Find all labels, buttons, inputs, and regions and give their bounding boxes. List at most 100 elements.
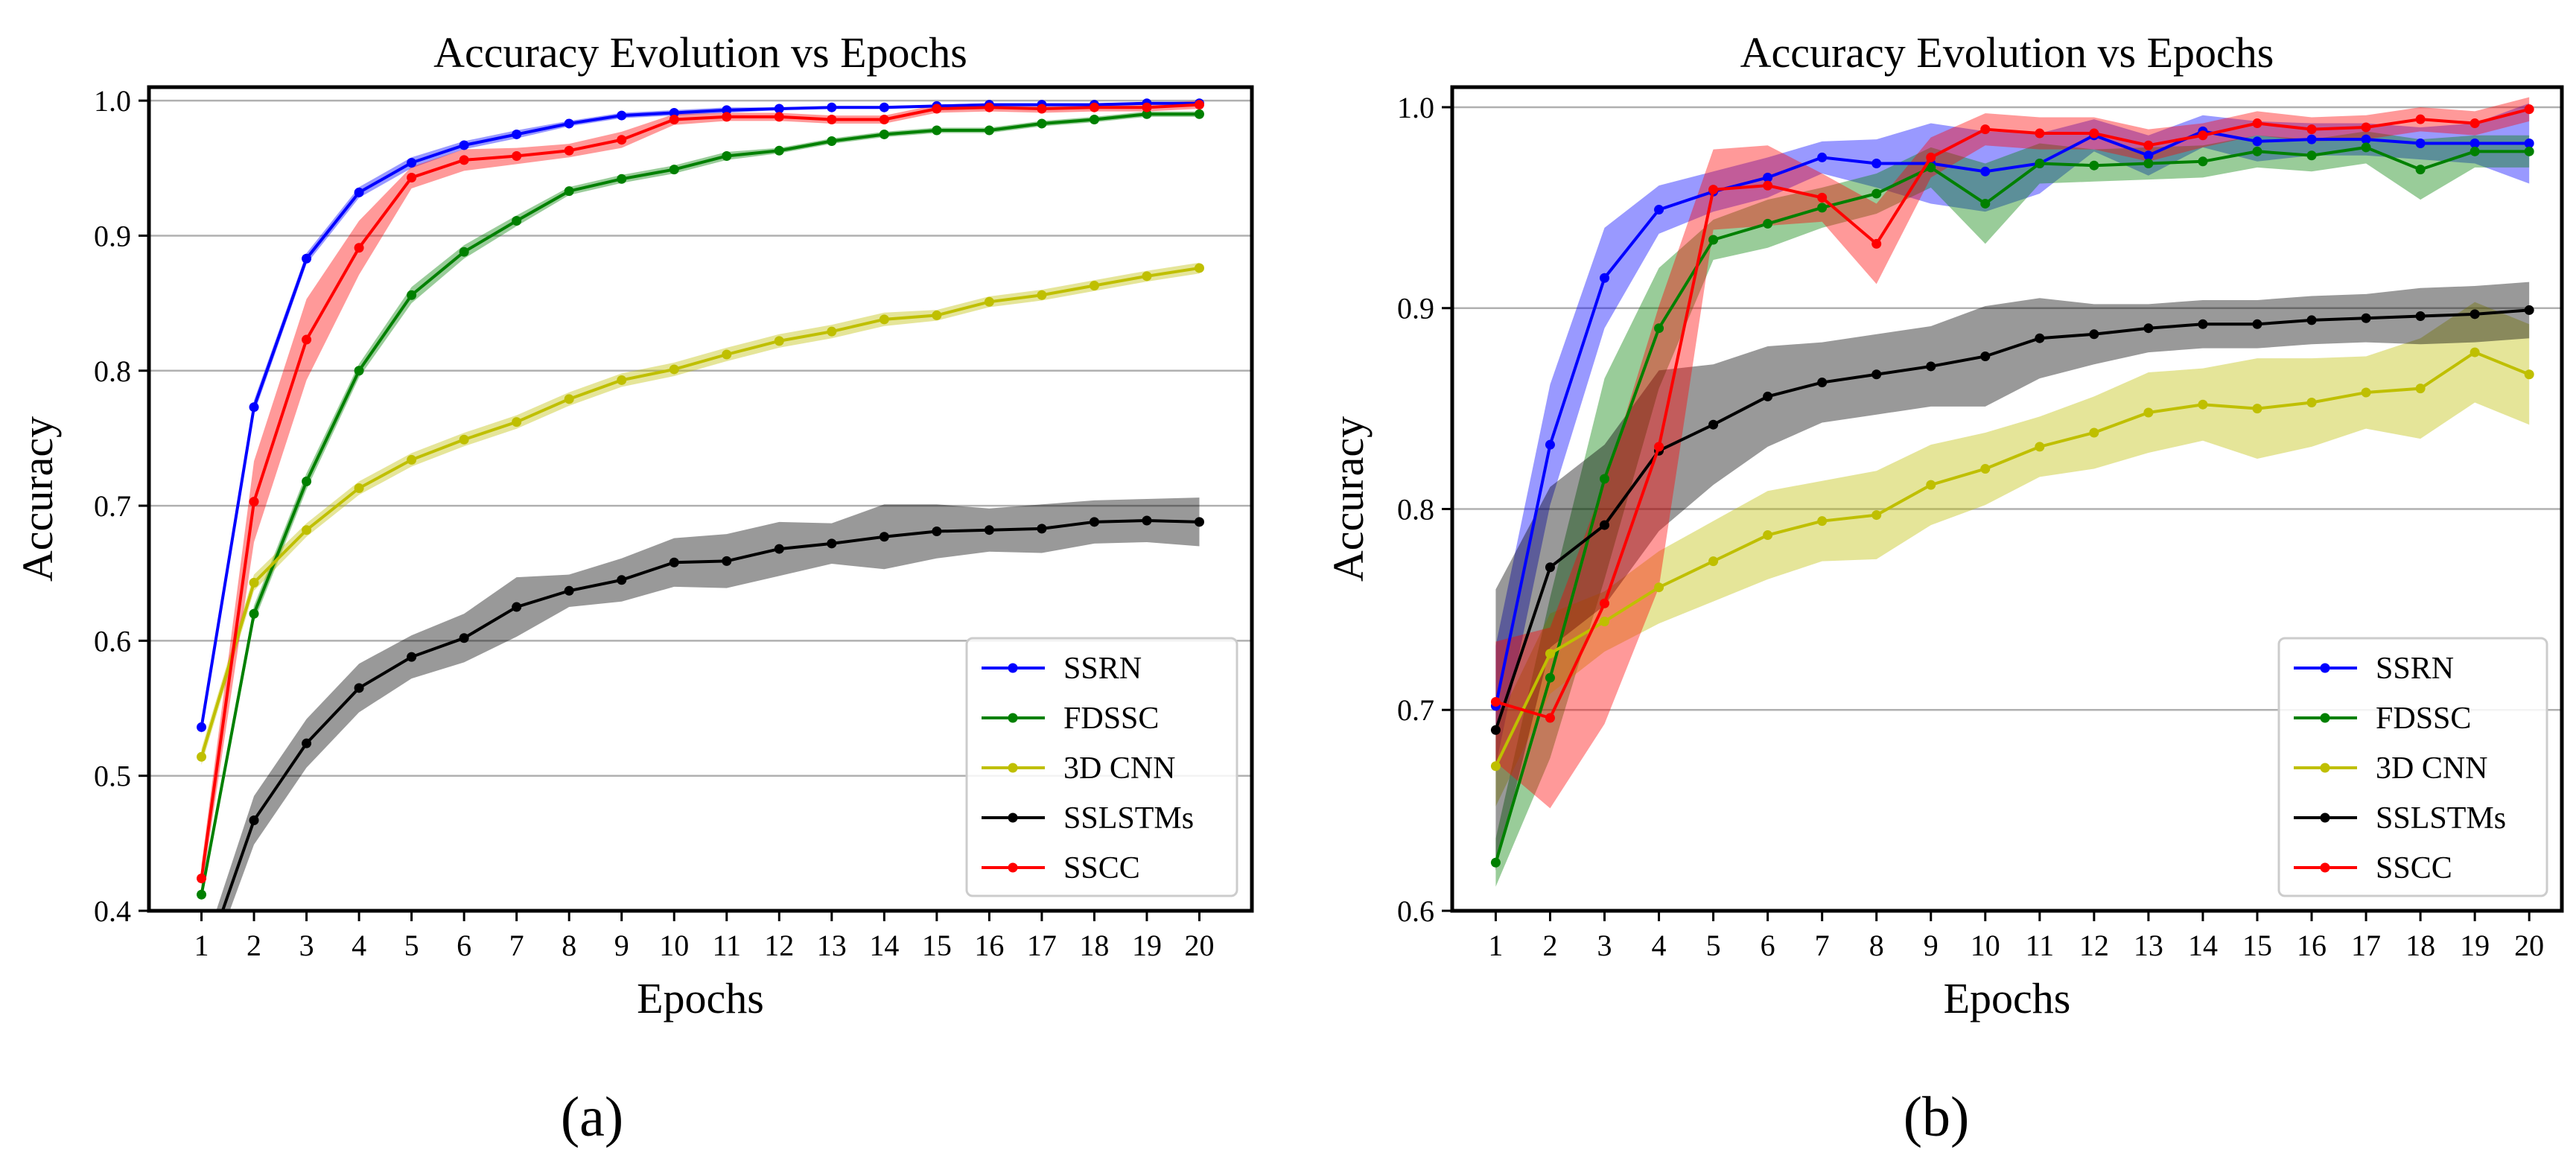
data-point-sscc — [932, 104, 942, 114]
data-point-3d-cnn — [1654, 582, 1664, 593]
data-point-fdssc — [197, 889, 207, 900]
data-point-sscc — [2524, 104, 2534, 115]
data-point-sscc — [617, 135, 627, 145]
data-point-sslstms — [2470, 309, 2480, 319]
x-tick-label: 14 — [2188, 929, 2218, 962]
y-tick-label: 0.9 — [1397, 292, 1434, 325]
data-point-3d-cnn — [459, 434, 469, 445]
x-tick-label: 11 — [713, 929, 742, 962]
data-point-fdssc — [1037, 118, 1047, 129]
data-point-3d-cnn — [1037, 290, 1047, 300]
y-tick-label: 0.4 — [94, 894, 131, 928]
data-point-sscc — [2143, 140, 2154, 150]
data-point-ssrn — [2470, 139, 2480, 149]
data-point-fdssc — [617, 174, 627, 184]
data-point-ssrn — [774, 104, 784, 114]
legend-label-fdssc: FDSSC — [1063, 702, 1159, 736]
data-point-sscc — [1490, 696, 1501, 707]
data-point-3d-cnn — [512, 417, 522, 427]
x-tick-label: 12 — [764, 929, 794, 962]
data-point-sslstms — [2089, 329, 2099, 340]
data-point-sscc — [1600, 598, 1610, 608]
y-tick-label: 0.9 — [94, 219, 131, 252]
series-line-fdssc — [1494, 145, 2530, 863]
data-point-fdssc — [2143, 159, 2154, 169]
data-point-sscc — [984, 102, 994, 112]
data-point-sslstms — [2198, 319, 2208, 329]
x-tick-label: 19 — [2460, 929, 2490, 962]
x-tick-label: 12 — [2079, 929, 2109, 962]
data-point-ssrn — [1980, 166, 1991, 176]
data-point-3d-cnn — [2252, 404, 2262, 414]
x-tick-label: 13 — [2134, 929, 2163, 962]
series-line-fdssc — [200, 112, 1200, 895]
data-point-sscc — [2198, 130, 2208, 141]
y-tick-label: 0.7 — [94, 489, 131, 523]
legend-marker-fdssc — [2320, 713, 2330, 723]
data-point-ssrn — [2306, 134, 2317, 144]
data-point-ssrn — [879, 102, 889, 112]
data-point-sscc — [1037, 104, 1047, 114]
legend: SSRN FDSSC 3D CNN SSLSTMs SSCC — [2277, 637, 2548, 897]
legend-label-fdssc: FDSSC — [2376, 702, 2471, 736]
x-tick-label: 7 — [1815, 929, 1830, 962]
data-point-fdssc — [302, 476, 312, 486]
data-point-sscc — [669, 115, 679, 125]
plot-area — [197, 98, 1204, 911]
x-tick-label: 7 — [509, 929, 524, 962]
data-point-3d-cnn — [2143, 407, 2154, 418]
data-point-sslstms — [512, 602, 522, 612]
data-point-3d-cnn — [1089, 281, 1099, 291]
data-point-3d-cnn — [2470, 347, 2480, 357]
data-point-3d-cnn — [407, 454, 417, 465]
data-point-ssrn — [2143, 150, 2154, 161]
data-point-sscc — [2252, 118, 2262, 129]
legend-marker-sslstms — [2320, 812, 2330, 823]
data-point-ssrn — [249, 402, 259, 413]
data-point-3d-cnn — [1545, 649, 1555, 659]
data-point-fdssc — [1545, 672, 1555, 683]
data-point-sslstms — [1763, 391, 1773, 401]
data-point-3d-cnn — [1490, 761, 1501, 772]
x-tick-label: 2 — [247, 929, 261, 962]
data-point-sslstms — [2306, 315, 2317, 325]
data-point-sslstms — [1194, 517, 1204, 527]
data-point-3d-cnn — [879, 314, 889, 325]
x-tick-label: 10 — [659, 929, 689, 962]
x-tick-label: 4 — [1652, 929, 1667, 962]
data-point-fdssc — [2252, 146, 2262, 156]
y-axis-label: Accuracy — [13, 416, 62, 582]
data-point-fdssc — [2089, 160, 2099, 171]
y-tick-label: 1.0 — [1397, 91, 1434, 124]
plot-area — [1490, 97, 2534, 887]
legend-marker-ssrn — [1008, 663, 1018, 673]
chart-title: Accuracy Evolution vs Epochs — [433, 28, 967, 77]
data-point-sslstms — [827, 538, 837, 549]
data-point-fdssc — [722, 150, 732, 161]
data-point-sslstms — [249, 815, 259, 826]
data-point-ssrn — [1871, 159, 1882, 169]
data-point-3d-cnn — [2524, 369, 2534, 380]
data-point-3d-cnn — [1194, 263, 1204, 273]
data-point-3d-cnn — [2198, 399, 2208, 410]
x-tick-label: 8 — [562, 929, 576, 962]
data-point-fdssc — [354, 366, 364, 376]
data-point-fdssc — [879, 129, 889, 139]
data-point-fdssc — [827, 136, 837, 147]
x-tick-label: 2 — [1542, 929, 1557, 962]
x-axis-label: Epochs — [1944, 974, 2071, 1023]
x-tick-label: 5 — [404, 929, 419, 962]
data-point-fdssc — [984, 125, 994, 136]
data-point-sslstms — [1817, 378, 1828, 388]
data-point-3d-cnn — [564, 394, 574, 404]
data-point-fdssc — [932, 125, 942, 136]
data-point-sslstms — [2252, 319, 2262, 329]
data-point-ssrn — [302, 253, 312, 264]
data-point-sscc — [249, 497, 259, 507]
data-point-sslstms — [1600, 520, 1610, 530]
data-point-sscc — [1654, 442, 1664, 452]
legend-label-sscc: SSCC — [2376, 851, 2452, 885]
legend-marker-3d-cnn — [2320, 763, 2330, 773]
data-point-sslstms — [2524, 305, 2534, 315]
data-point-fdssc — [669, 165, 679, 175]
